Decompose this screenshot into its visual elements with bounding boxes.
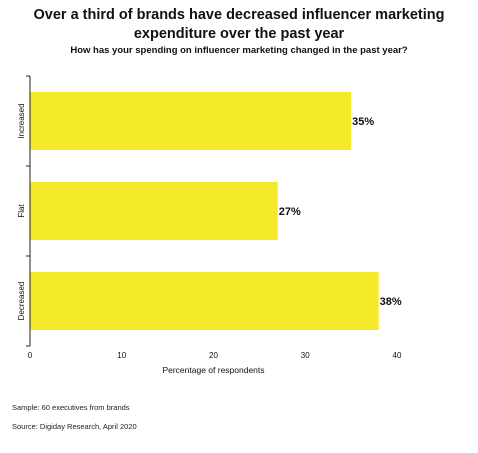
category-label-flat: Flat [17,204,26,218]
value-label-increased: 35% [352,116,374,128]
bar-flat [30,182,278,240]
category-label-increased: Increased [17,103,26,138]
x-tick-label: 10 [117,351,126,360]
chart-subtitle: How has your spending on influencer mark… [70,45,408,56]
bar-decreased [30,272,379,330]
chart-title: Over a third of brands have decreased in… [33,7,445,42]
value-label-flat: 27% [279,206,301,218]
x-axis-title: Percentage of respondents [162,365,264,375]
value-label-decreased: 38% [380,296,402,308]
sample-note: Sample: 60 executives from brands [12,403,130,412]
source-note: Source: Digiday Research, April 2020 [12,422,137,431]
x-tick-label: 40 [393,351,402,360]
bar-increased [30,92,352,150]
x-tick-label: 30 [301,351,310,360]
x-tick-label: 20 [209,351,218,360]
x-tick-label: 0 [28,351,33,360]
category-label-decreased: Decreased [17,282,26,321]
